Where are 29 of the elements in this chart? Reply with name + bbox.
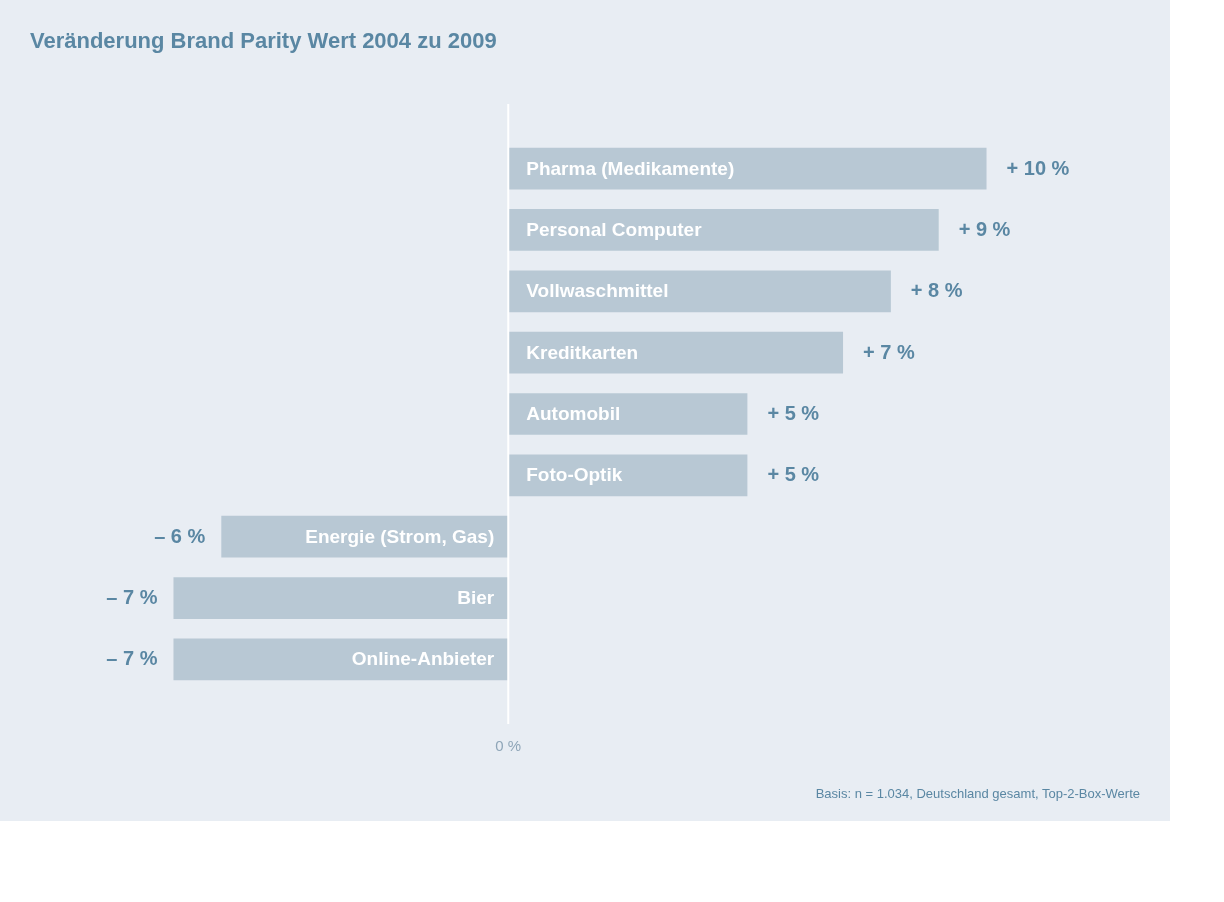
- y-tick-label: Foto-Optik: [526, 464, 623, 486]
- data-label: + 5 %: [767, 463, 820, 486]
- y-tick-label: Automobil: [526, 403, 621, 424]
- y-tick-label: Online-Anbieter: [351, 648, 495, 670]
- bar: [508, 270, 891, 313]
- y-tick-label: Personal Computer: [526, 218, 703, 240]
- bar: [508, 454, 748, 497]
- data-label: – 7 %: [106, 586, 158, 609]
- text: Basis: n = 1.034, Deutschland gesamt, Top-2-Box-Werte: [815, 786, 1140, 801]
- data-label: + 8 %: [910, 279, 963, 302]
- chart-title: Veränderung Brand Parity Wert 2004 zu 2009: [30, 28, 497, 53]
- bar: [508, 147, 987, 190]
- text: 0 %: [495, 737, 522, 754]
- bar: [508, 331, 844, 374]
- y-tick-label: Kreditkarten: [526, 341, 639, 363]
- bar: [173, 577, 509, 619]
- data-label: – 6 %: [154, 524, 206, 547]
- data-label: + 5 %: [767, 402, 820, 424]
- y-tick-label: Pharma (Medikamente): [526, 157, 735, 179]
- y-tick-label: Vollwaschmittel: [526, 280, 669, 302]
- bar: [508, 209, 939, 251]
- data-label: – 7 %: [106, 647, 158, 670]
- y-tick-label: Energie (Strom, Gas): [305, 525, 495, 547]
- data-label: + 9 %: [958, 217, 1011, 240]
- data-label: + 7 %: [863, 340, 915, 363]
- bar: [508, 393, 748, 435]
- bar: [173, 638, 509, 681]
- y-tick-label: Bier: [457, 587, 495, 609]
- data-label: + 10 %: [1006, 156, 1070, 179]
